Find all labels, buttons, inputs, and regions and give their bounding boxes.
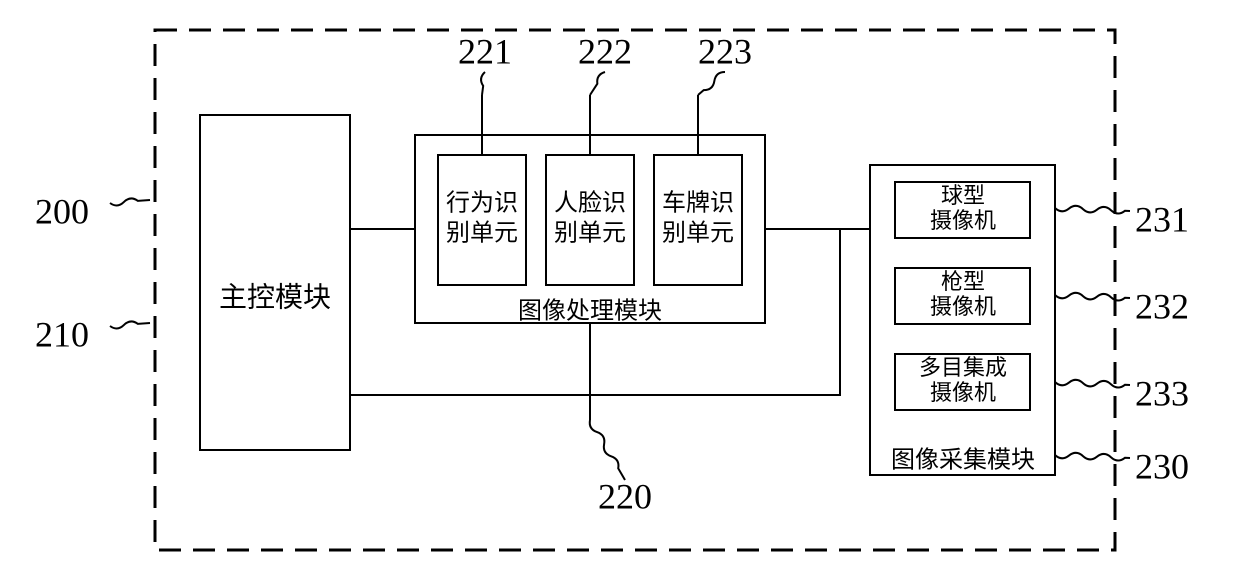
lead-222-tilde xyxy=(590,72,605,95)
unit-behavior-l1: 行为识 xyxy=(446,190,518,217)
image-capture-label: 图像采集模块 xyxy=(891,447,1035,474)
num-222: 222 xyxy=(578,31,632,71)
camera-multi-l2: 摄像机 xyxy=(930,380,996,405)
num-221: 221 xyxy=(458,31,512,71)
main-control-label: 主控模块 xyxy=(219,281,331,313)
num-220: 220 xyxy=(598,476,652,516)
lead-231 xyxy=(1055,206,1130,214)
lead-210 xyxy=(110,321,150,328)
unit-face-l1: 人脸识 xyxy=(554,190,626,217)
num-232: 232 xyxy=(1135,286,1189,326)
num-210: 210 xyxy=(35,314,89,354)
num-233: 233 xyxy=(1135,373,1189,413)
lead-230 xyxy=(1055,453,1130,461)
unit-plate-l1: 车牌识 xyxy=(662,190,734,217)
num-231: 231 xyxy=(1135,199,1189,239)
camera-bullet-l2: 摄像机 xyxy=(930,294,996,319)
lead-200 xyxy=(110,198,150,205)
camera-dome-l1: 球型 xyxy=(941,183,985,208)
camera-dome-l2: 摄像机 xyxy=(930,208,996,233)
unit-behavior-l2: 别单元 xyxy=(446,220,518,247)
unit-plate-l2: 别单元 xyxy=(662,220,734,247)
num-230: 230 xyxy=(1135,446,1189,486)
image-processing-label: 图像处理模块 xyxy=(518,298,662,325)
unit-face-l2: 别单元 xyxy=(554,220,626,247)
num-223: 223 xyxy=(698,31,752,71)
lead-220-tilde xyxy=(590,420,625,480)
lead-221-tilde xyxy=(481,72,485,95)
camera-bullet-l1: 枪型 xyxy=(941,269,985,294)
lead-223-tilde xyxy=(698,72,725,95)
lead-232 xyxy=(1055,293,1130,301)
num-200: 200 xyxy=(35,191,89,231)
camera-multi-l1: 多目集成 xyxy=(919,355,1007,380)
lead-233 xyxy=(1055,380,1130,388)
